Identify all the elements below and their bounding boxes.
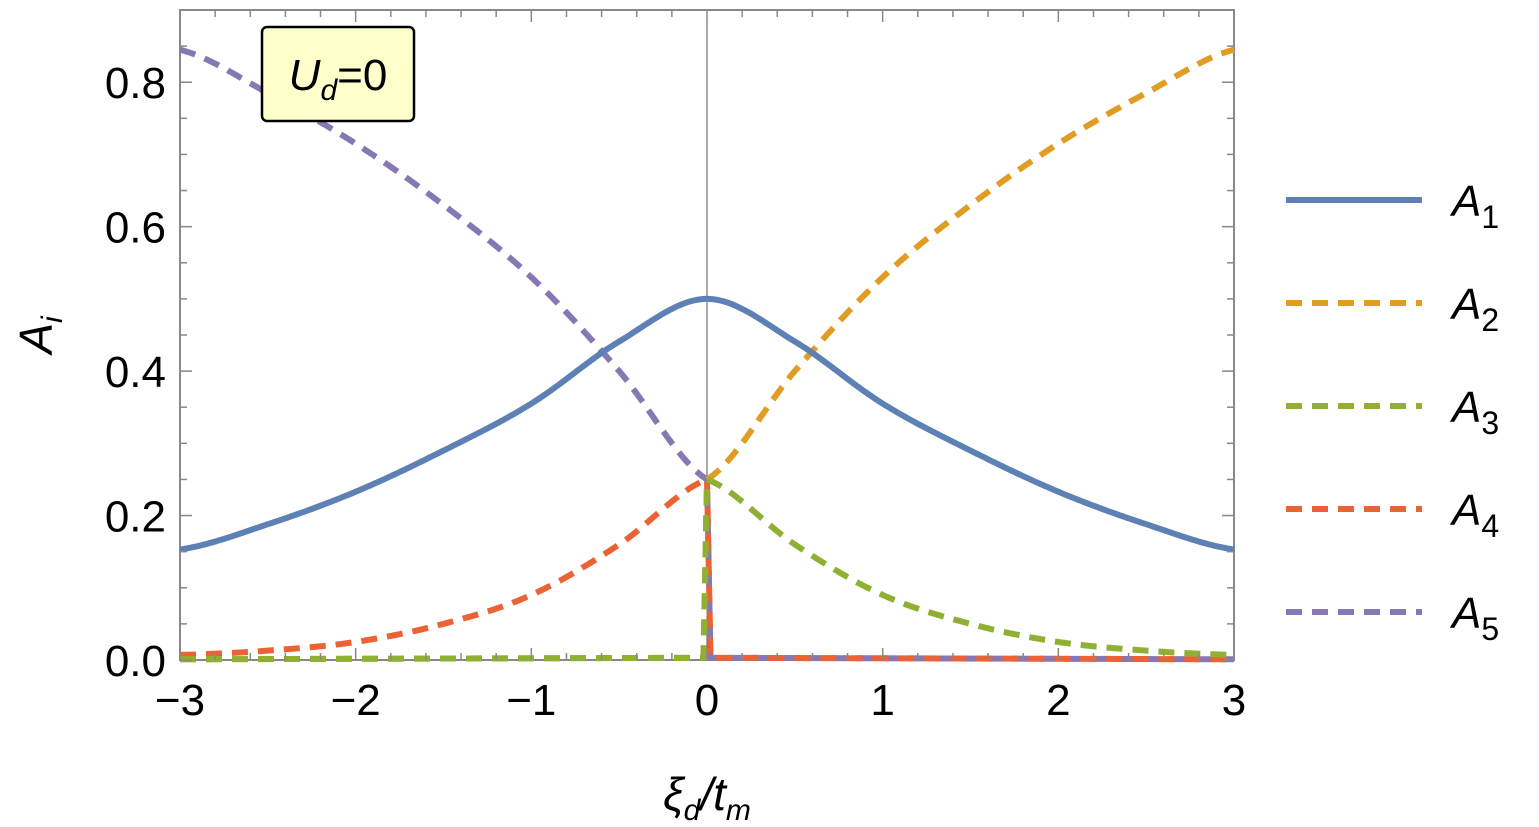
x-tick-label: −3 [155,676,205,725]
x-tick-label: 0 [695,676,719,725]
x-tick-label: −2 [331,676,381,725]
series-line-A2 [179,46,1235,663]
legend-label-A2: A2 [1449,280,1499,338]
y-axis-label: Ai [10,315,69,357]
x-tick-label: 3 [1222,676,1246,725]
series-line-A3 [179,476,1235,663]
x-axis-ticks: −3 −2 −1 0 1 2 3 [155,10,1246,725]
legend-label-A3: A3 [1449,383,1499,441]
x-tick-label: 1 [870,676,894,725]
annotation-layer: Ud=0 [260,25,416,123]
legend-label-A4: A4 [1449,486,1499,544]
y-tick-label: 0.6 [105,204,166,253]
y-tick-label: 0.4 [105,348,166,397]
series-line-A1 [179,295,1235,553]
y-tick-label: 0.2 [105,493,166,542]
series-layer [179,46,1235,663]
series-line-A4 [179,476,1235,663]
y-tick-label: 0.0 [105,637,166,686]
x-axis-label: ξd/tm [663,768,751,827]
legend: A1 A2 A3 A4 A5 [1286,177,1499,647]
axis-labels: ξd/tm Ai [10,315,751,827]
y-tick-label: 0.8 [105,59,166,108]
annotation-text: Ud=0 [289,51,388,107]
x-tick-label: −1 [506,676,556,725]
legend-label-A5: A5 [1449,589,1499,647]
x-tick-label: 2 [1046,676,1070,725]
y-axis-ticks: 0.0 0.2 0.4 0.6 0.8 [105,9,1234,686]
series-line-A5 [179,46,1235,663]
legend-label-A1: A1 [1449,177,1499,235]
annotation-box [260,25,416,123]
